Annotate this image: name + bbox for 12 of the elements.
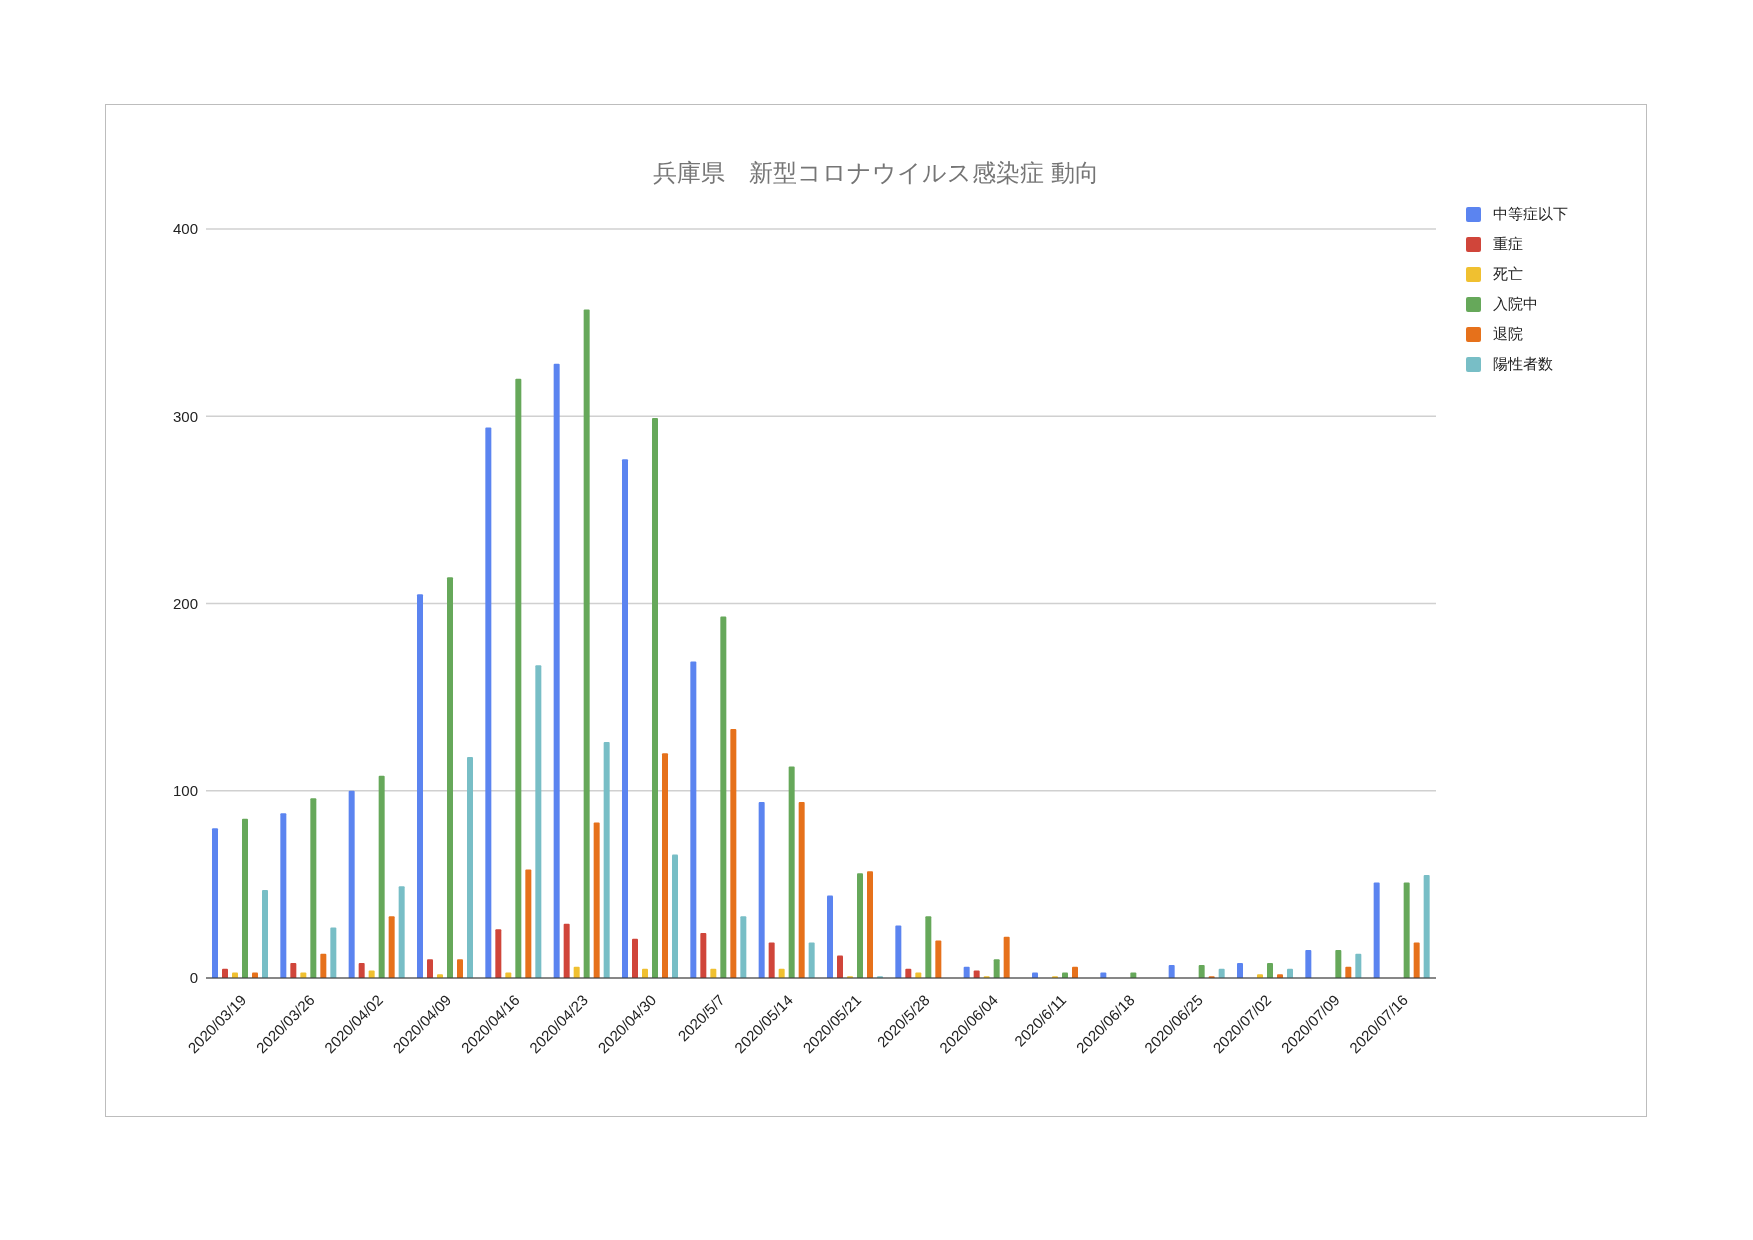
legend-label: 陽性者数 xyxy=(1493,355,1553,373)
y-tick-label: 200 xyxy=(172,594,198,612)
y-tick-label: 300 xyxy=(172,407,198,425)
chart-title: 兵庫県 新型コロナウイルス感染症 動向 xyxy=(652,158,1100,188)
legend-label: 入院中 xyxy=(1493,295,1538,313)
y-tick-label: 400 xyxy=(172,220,198,238)
legend-label: 中等症以下 xyxy=(1493,205,1568,223)
y-tick-label: 100 xyxy=(172,782,198,800)
legend-label: 死亡 xyxy=(1493,265,1523,283)
legend-label: 重症 xyxy=(1493,235,1523,253)
legend-label: 退院 xyxy=(1493,325,1523,343)
y-tick-label: 0 xyxy=(189,969,198,987)
